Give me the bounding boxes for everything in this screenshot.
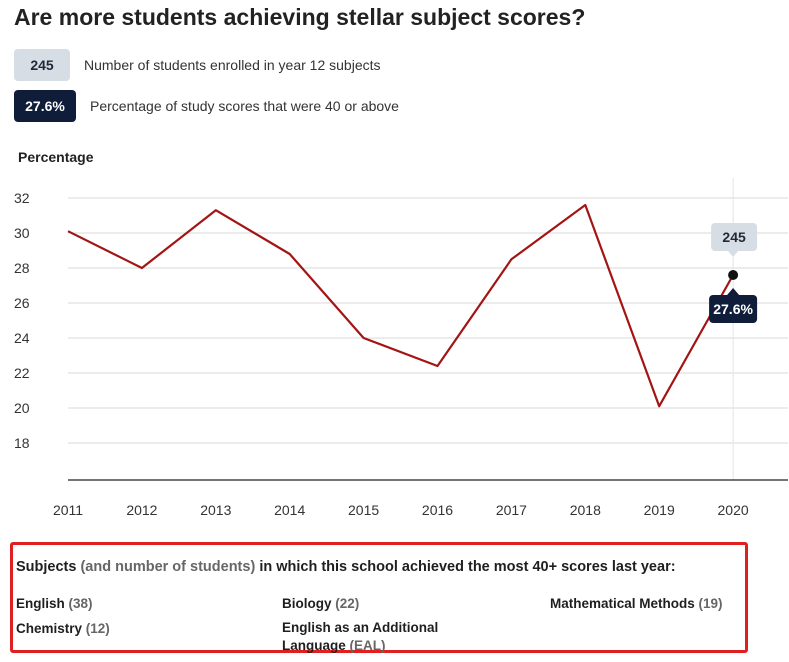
subjects-heading-rest: in which this school achieved the most 4…	[259, 559, 676, 575]
x-tick-label: 2014	[274, 502, 305, 518]
percentage-label: Percentage of study scores that were 40 …	[90, 98, 399, 114]
y-tick-label: 30	[14, 225, 30, 241]
y-axis-label: Percentage	[18, 149, 94, 165]
line-chart: 18 20 22 24 26 28 30 32 2011 2012 2013 2014 2015 2016…	[14, 178, 788, 518]
subject-name-line2: Language	[282, 638, 346, 653]
y-tick-label: 28	[14, 260, 30, 276]
x-tick-label: 2018	[570, 502, 601, 518]
subject-name: Mathematical Methods	[550, 596, 695, 611]
top-subjects-box: Subjects (and number of students) in whi…	[10, 542, 748, 653]
percentage-tooltip-pointer	[727, 288, 740, 295]
subject-count: (22)	[335, 596, 360, 611]
students-tooltip	[711, 223, 758, 251]
enrolled-value-badge: 245	[14, 49, 70, 81]
subject-item: Mathematical Methods (19)	[550, 595, 723, 613]
subject-name: Chemistry	[16, 621, 83, 636]
subject-item: English as an Additional Language (EAL)	[282, 619, 438, 655]
x-tick-label: 2017	[496, 502, 527, 518]
subject-item: English (38)	[16, 595, 93, 613]
x-tick-label: 2013	[200, 502, 231, 518]
y-tick-label: 22	[14, 365, 30, 381]
subject-name: Biology	[282, 596, 332, 611]
y-tick-label: 32	[14, 190, 30, 206]
y-tick-label: 20	[14, 400, 30, 416]
x-tick-label: 2011	[53, 502, 83, 518]
x-tick-label: 2020	[718, 502, 749, 518]
subject-item: Biology (22)	[282, 595, 359, 613]
legend-enrolled: 245 Number of students enrolled in year …	[14, 49, 381, 81]
subject-count: (EAL)	[349, 638, 386, 653]
percentage-value-badge: 27.6%	[14, 90, 76, 122]
enrolled-label: Number of students enrolled in year 12 s…	[84, 57, 381, 73]
page-title: Are more students achieving stellar subj…	[14, 4, 586, 30]
subjects-heading-muted: (and number of students)	[80, 559, 256, 575]
percentage-tooltip	[709, 295, 758, 323]
x-tick-label: 2019	[644, 502, 675, 518]
data-point	[728, 270, 739, 280]
subject-item: Chemistry (12)	[16, 620, 110, 638]
x-tick-label: 2012	[126, 502, 157, 518]
subject-name: English as an Additional	[282, 620, 439, 635]
series-line	[67, 203, 735, 408]
percentage-tooltip-text: 27.6%	[713, 301, 753, 317]
x-tick-label: 2016	[422, 502, 453, 518]
students-tooltip-text: 245	[722, 229, 746, 245]
subject-count: (12)	[85, 621, 110, 636]
subjects-heading-main: Subjects	[16, 559, 77, 575]
subjects-heading: Subjects (and number of students) in whi…	[16, 559, 676, 575]
x-tick-label: 2015	[348, 502, 379, 518]
subject-count: (19)	[698, 596, 723, 611]
students-tooltip-pointer	[728, 251, 739, 257]
legend-percentage: 27.6% Percentage of study scores that we…	[14, 90, 399, 122]
y-tick-label: 24	[14, 330, 30, 346]
subject-name: English	[16, 596, 65, 611]
subject-count: (38)	[68, 596, 93, 611]
y-tick-label: 18	[14, 435, 30, 451]
y-tick-label: 26	[14, 295, 30, 311]
